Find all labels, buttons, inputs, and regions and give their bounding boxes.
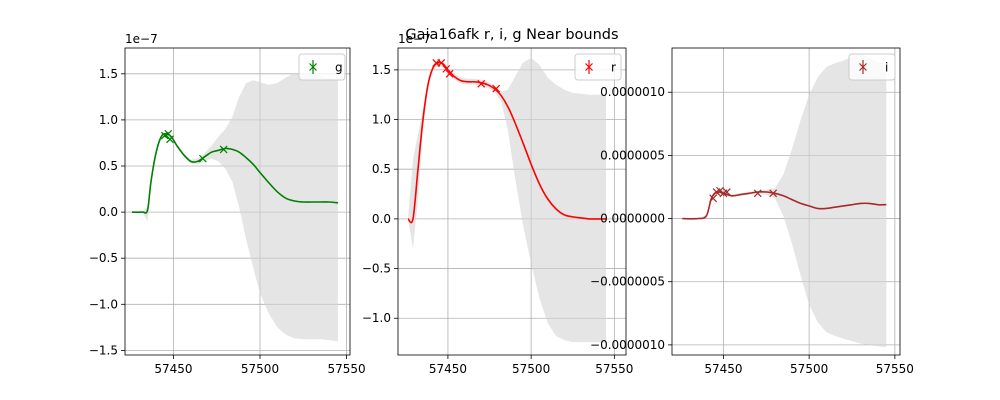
data-point xyxy=(445,69,454,78)
y-tick-label: 0.0 xyxy=(372,212,391,226)
data-point xyxy=(437,58,446,67)
subplot-3: 57450 57500 57550 −0.0000010 −0.0000005 0.000… xyxy=(590,47,914,376)
data-point xyxy=(722,188,731,196)
x-tick-label: 57500 xyxy=(790,362,828,376)
y-tick-label: −0.0000005 xyxy=(590,275,665,289)
x-tick-label: 57550 xyxy=(595,362,633,376)
axis-offset-text: 1e−7 xyxy=(398,32,431,46)
legend-marker xyxy=(859,63,867,71)
data-point xyxy=(709,194,718,203)
data-point xyxy=(198,154,207,163)
y-tick-label: −1.5 xyxy=(89,343,118,357)
uncertainty-band xyxy=(131,72,338,342)
y-tick-label: −0.5 xyxy=(362,262,391,276)
y-tick-label: 0.0 xyxy=(99,205,118,219)
y-tick-label: 1.5 xyxy=(99,67,118,81)
data-point xyxy=(219,145,228,154)
legend-frame xyxy=(848,53,896,81)
data-point xyxy=(442,64,451,73)
legend: r xyxy=(574,53,622,81)
axes-frame xyxy=(397,47,627,356)
data-point xyxy=(769,189,778,198)
y-tick-label: −0.0000010 xyxy=(590,338,665,352)
legend: i xyxy=(848,53,896,81)
legend-frame xyxy=(574,53,622,81)
y-tick-label: 0.0000005 xyxy=(600,148,665,162)
legend-marker xyxy=(309,63,317,71)
x-tick-label: 57450 xyxy=(704,362,742,376)
y-tick-label: 1.0 xyxy=(99,113,118,127)
legend-marker xyxy=(585,63,593,71)
data-point xyxy=(492,84,501,93)
plot-area xyxy=(682,54,887,348)
data-point xyxy=(166,135,174,144)
y-tick-label: −0.5 xyxy=(89,251,118,265)
model-line xyxy=(131,132,339,214)
data-point xyxy=(164,129,173,138)
legend-frame xyxy=(298,53,346,81)
x-tick-label: 57450 xyxy=(429,362,467,376)
uncertainty-band xyxy=(682,54,887,348)
data-point xyxy=(716,186,724,195)
plot-area xyxy=(131,72,339,342)
x-tick-label: 57500 xyxy=(512,362,550,376)
y-tick-label: 0.0000010 xyxy=(600,85,665,99)
subplot-2: 57450 57500 57550 −1.0 −0.5 0.0 0.5 1.0 1.5 1e−7 r xyxy=(362,32,634,376)
data-point xyxy=(753,189,762,198)
uncertainty-band xyxy=(408,57,606,344)
y-tick-label: 1.0 xyxy=(372,113,391,127)
y-tick-label: 0.5 xyxy=(99,159,118,173)
legend-label: i xyxy=(885,61,888,75)
y-tick-label: 0.0000000 xyxy=(600,212,665,226)
model-line xyxy=(407,61,606,224)
y-tick-label: −1.0 xyxy=(362,311,391,325)
axis-offset-text: 1e−7 xyxy=(125,32,158,46)
legend-label: r xyxy=(611,61,616,75)
plot-area xyxy=(407,57,606,344)
x-tick-label: 57550 xyxy=(876,362,914,376)
axes-frame xyxy=(671,47,901,356)
subplot-1: 57450 57500 57550 −1.5 −1.0 −0.5 0.0 0.5 1.0 1.5 1… xyxy=(89,32,366,376)
y-tick-label: 0.5 xyxy=(372,162,391,176)
x-tick-label: 57550 xyxy=(327,362,365,376)
axes-frame xyxy=(124,47,351,356)
data-point xyxy=(477,79,486,88)
x-tick-label: 57450 xyxy=(154,362,192,376)
y-tick-label: −1.0 xyxy=(89,297,118,311)
legend: g xyxy=(298,53,346,81)
x-tick-label: 57500 xyxy=(241,362,279,376)
figure-title: Gaia16afk r, i, g Near bounds xyxy=(405,27,618,43)
y-tick-label: 1.5 xyxy=(372,63,391,77)
legend-label: g xyxy=(335,61,343,75)
